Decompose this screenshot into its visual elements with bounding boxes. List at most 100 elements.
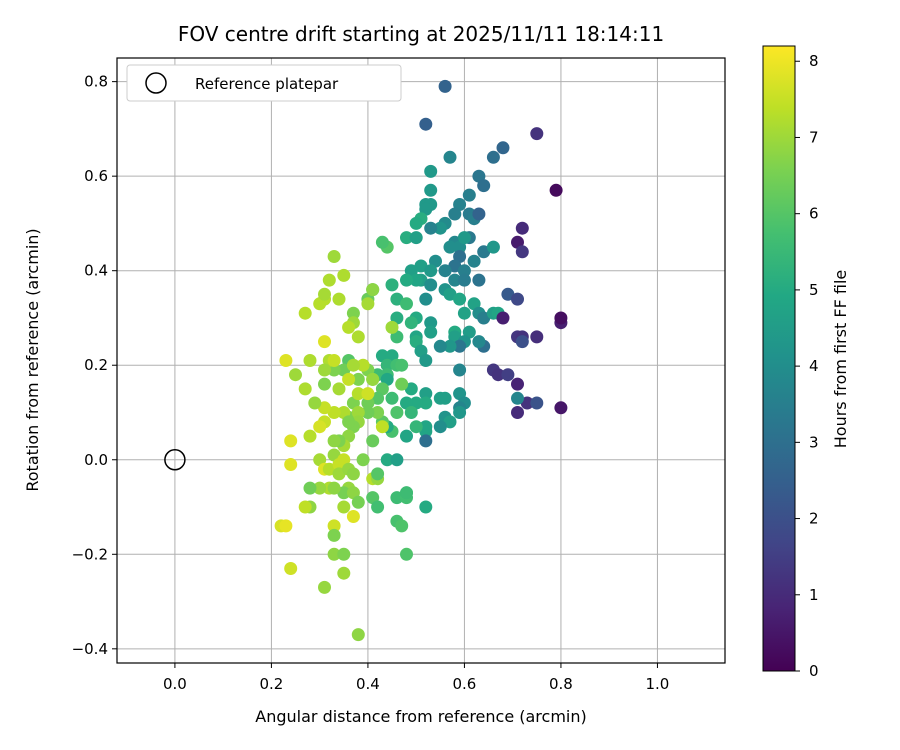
data-point: [477, 245, 491, 259]
data-point: [332, 382, 346, 396]
colorbar-tick-label: 2: [809, 510, 819, 528]
data-point: [371, 391, 385, 405]
x-axis-label: Angular distance from reference (arcmin): [255, 707, 586, 726]
data-point: [342, 415, 356, 429]
data-point: [366, 372, 380, 386]
data-point: [366, 283, 380, 297]
data-point: [419, 424, 433, 438]
data-point: [327, 519, 341, 533]
data-point: [361, 406, 375, 419]
data-point: [467, 254, 481, 268]
data-point: [385, 278, 399, 292]
data-point: [318, 287, 331, 301]
data-point: [395, 358, 409, 372]
reference-point-marker: [164, 449, 186, 471]
data-point: [501, 287, 515, 301]
data-point: [496, 141, 510, 155]
data-point: [424, 316, 438, 330]
colorbar-tick-label: 4: [809, 357, 819, 375]
data-point: [400, 429, 413, 443]
data-point: [375, 420, 389, 434]
data-point: [395, 377, 409, 391]
data-points: [274, 79, 568, 642]
data-point: [419, 387, 433, 401]
data-point: [511, 406, 524, 419]
data-point: [327, 481, 341, 495]
y-tick-label: −0.2: [72, 545, 108, 563]
data-point: [385, 320, 399, 334]
data-point: [332, 467, 346, 481]
data-point: [515, 221, 529, 235]
data-point: [390, 453, 404, 467]
data-point: [284, 562, 298, 575]
data-point: [390, 491, 404, 505]
colorbar-tick-label: 7: [809, 128, 819, 146]
data-point: [404, 316, 418, 330]
plot-frame: [116, 57, 726, 664]
y-tick-label: 0.8: [84, 73, 108, 91]
data-point: [322, 273, 336, 287]
chart-title: FOV centre drift starting at 2025/11/11 …: [178, 22, 664, 46]
data-point: [318, 377, 331, 391]
data-point: [337, 547, 351, 561]
data-point: [318, 335, 331, 349]
y-tick-label: 0.2: [84, 356, 108, 374]
data-point: [477, 311, 491, 325]
data-point: [375, 235, 389, 249]
data-point: [549, 183, 563, 197]
data-point: [448, 207, 462, 221]
data-point: [371, 467, 385, 481]
data-point: [419, 292, 433, 306]
data-point: [318, 363, 331, 377]
x-tick-label: 0.8: [549, 675, 573, 693]
data-point: [279, 354, 293, 367]
data-point: [351, 495, 365, 509]
data-point: [472, 207, 486, 221]
data-point: [511, 377, 524, 391]
y-tick-label: 0.4: [84, 262, 108, 280]
data-point: [462, 188, 476, 202]
data-point: [342, 372, 356, 386]
colorbar-ticks: 0 1 2 3 4 5 6 7 8: [795, 52, 819, 680]
data-point: [327, 250, 341, 263]
data-point: [327, 354, 341, 367]
colorbar-tick-label: 5: [809, 281, 819, 299]
legend-marker: [145, 72, 167, 94]
data-point: [453, 339, 467, 353]
data-point: [472, 335, 486, 349]
data-point: [400, 231, 413, 245]
data-point: [438, 264, 452, 278]
data-point: [351, 330, 365, 344]
data-point: [409, 273, 423, 287]
data-point: [356, 358, 370, 372]
data-point: [443, 415, 457, 429]
colorbar-label: Hours from first FF file: [831, 270, 850, 449]
data-point: [530, 330, 544, 344]
data-point: [298, 306, 312, 320]
data-point: [400, 273, 413, 287]
colorbar: [763, 46, 795, 671]
x-tick-label: 0.0: [163, 675, 187, 693]
legend: Reference platepar: [126, 64, 402, 102]
data-point: [409, 216, 423, 230]
colorbar-tick-label: 3: [809, 433, 819, 451]
data-point: [457, 264, 471, 278]
data-point: [346, 467, 360, 481]
data-point: [380, 453, 394, 467]
data-point: [443, 287, 457, 301]
y-axis-ticks: −0.4 −0.2 0.0 0.2 0.4 0.6 0.8: [72, 73, 117, 658]
data-point: [390, 406, 404, 419]
data-point: [433, 391, 447, 405]
colorbar-tick-label: 6: [809, 205, 819, 223]
data-point: [457, 231, 471, 245]
data-point: [361, 297, 375, 311]
data-point: [313, 481, 327, 495]
y-axis-label: Rotation from reference (arcmin): [23, 228, 42, 491]
data-point: [318, 580, 331, 594]
data-point: [346, 358, 360, 372]
x-tick-label: 1.0: [646, 675, 670, 693]
data-point: [511, 292, 524, 306]
data-point: [400, 547, 413, 561]
x-axis-ticks: 0.0 0.2 0.4 0.6 0.8 1.0: [163, 663, 669, 693]
data-point: [351, 372, 365, 386]
